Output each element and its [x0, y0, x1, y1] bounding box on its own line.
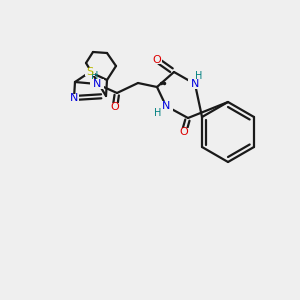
Text: O: O	[180, 127, 188, 137]
FancyBboxPatch shape	[69, 94, 79, 102]
FancyBboxPatch shape	[85, 68, 95, 76]
FancyBboxPatch shape	[179, 128, 189, 136]
FancyBboxPatch shape	[152, 56, 162, 64]
Text: O: O	[111, 102, 119, 112]
Text: H: H	[195, 71, 203, 81]
Text: O: O	[153, 55, 161, 65]
Text: N: N	[93, 79, 101, 89]
Text: H: H	[91, 71, 99, 81]
Text: N: N	[70, 93, 78, 103]
Text: H: H	[154, 108, 162, 118]
FancyBboxPatch shape	[110, 103, 120, 111]
FancyBboxPatch shape	[90, 79, 104, 89]
Text: N: N	[162, 101, 170, 111]
Text: S: S	[86, 67, 94, 77]
Text: N: N	[191, 79, 199, 89]
FancyBboxPatch shape	[159, 101, 173, 111]
FancyBboxPatch shape	[188, 79, 202, 89]
